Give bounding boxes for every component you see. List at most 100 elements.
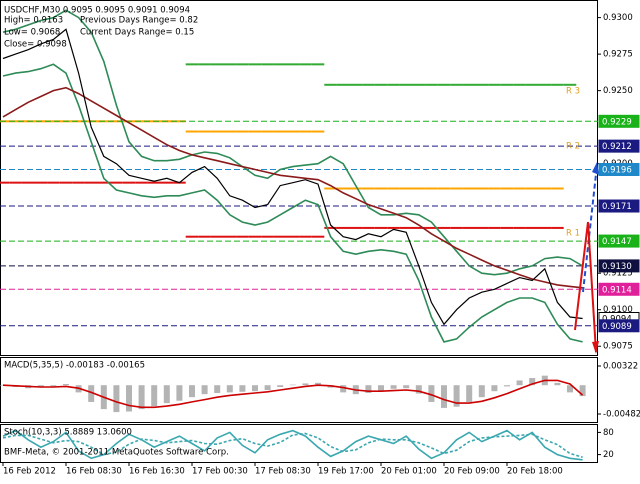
histogram-bar: [491, 385, 498, 392]
level-label: 0.9171: [602, 202, 632, 212]
level-label: 0.9229: [602, 117, 632, 127]
histogram-bar: [163, 385, 170, 404]
indicator-line: [2, 63, 583, 343]
text-layer: USDCHF,M30 0.9095 0.9095 0.9091 0.9094 0.…: [2, 6, 640, 477]
x-tick-label: 16 Feb 2012: [3, 467, 56, 477]
histogram-bar: [252, 385, 258, 392]
histogram-bar: [113, 385, 120, 413]
y-tick-label: -0.00482: [603, 410, 640, 420]
series-layer: [0, 9, 586, 461]
histogram-bar: [315, 382, 321, 386]
y-tick-label: 0.9125: [603, 269, 633, 279]
panel-title: Stoch(10,3,3) 5.8889 13.0600: [4, 428, 132, 438]
histogram-bar: [567, 385, 573, 393]
histogram-bar: [289, 384, 296, 386]
info-label: Low= 0.9068: [4, 28, 60, 38]
indicator-line: [2, 9, 584, 276]
level-label: 0.9130: [602, 262, 632, 272]
forecast-arrow-up: [582, 164, 598, 293]
histogram-bar: [415, 385, 422, 394]
level-box: [598, 163, 640, 177]
histogram-bar: [340, 385, 347, 393]
histogram-bar: [201, 385, 208, 395]
level-box: [598, 234, 640, 248]
info-label: Close= 0.9098: [4, 40, 67, 50]
y-tick-label: 0.9275: [603, 50, 633, 60]
histogram-bar: [579, 385, 586, 397]
histogram-bar: [516, 380, 523, 386]
histogram-bar: [403, 385, 410, 389]
level-box: [598, 259, 640, 273]
level-box: [598, 114, 640, 128]
histogram-bar: [277, 385, 284, 388]
x-tick-label: 20 Feb 09:00: [444, 467, 500, 477]
histogram-bar: [214, 385, 221, 393]
info-label: Previous Days Range= 0.82: [80, 16, 198, 26]
histogram-bar: [151, 385, 158, 407]
level-box: [598, 319, 640, 333]
arrow-head: [592, 341, 599, 354]
forecast-arrow-down: [574, 221, 597, 353]
level-label: 0.9196: [602, 166, 632, 176]
x-tick-label: 17 Feb 08:30: [255, 467, 311, 477]
level-box: [598, 139, 640, 153]
y-tick-label: 20: [603, 450, 614, 460]
x-tick-label: 20 Feb 18:00: [507, 467, 563, 477]
histogram-bar: [302, 383, 309, 386]
histogram-bar: [189, 385, 195, 398]
histogram-bar: [466, 385, 473, 402]
histogram-bar: [504, 385, 510, 387]
level-label: 0.9147: [602, 237, 632, 247]
level-label: 0.9089: [602, 322, 632, 332]
histogram-bar: [478, 385, 485, 398]
pivot-label: R 2: [566, 142, 580, 152]
histogram-bar: [428, 385, 435, 402]
y-tick-label: 0.9100: [603, 305, 633, 315]
level-label: 0.9212: [602, 142, 632, 152]
pivot-label: R 3: [566, 87, 580, 97]
histogram-bar: [138, 385, 145, 410]
indicator-line: [2, 432, 583, 458]
histogram-bar: [554, 382, 561, 386]
info-label: Current Days Range= 0.15: [80, 28, 194, 38]
level-label: 0.9114: [602, 285, 632, 295]
x-tick-label: 20 Feb 01:00: [381, 467, 437, 477]
indicator-line: [2, 86, 583, 289]
histogram-bar: [365, 385, 372, 393]
y-tick-label: 0.9300: [603, 13, 633, 23]
histogram-bar: [453, 385, 460, 407]
y-tick-label: 0.9075: [603, 342, 633, 352]
x-tick-label: 19 Feb 17:00: [318, 467, 374, 477]
histogram-bar: [50, 385, 57, 387]
histogram-bar: [226, 385, 233, 393]
histogram-bar: [264, 385, 271, 390]
level-box: [598, 199, 640, 213]
indicator-line: [2, 28, 583, 326]
histogram-bar: [126, 385, 132, 412]
main-panel-frame: [0, 0, 598, 356]
histogram-bar: [529, 378, 536, 386]
panel-title: MACD(5,35,5) -0.00183 -0.00165: [4, 361, 145, 371]
copyright: BMF-Meta, © 2001-2011 MetaQuotes Softwar…: [4, 448, 229, 458]
pivot-label: R 1: [566, 229, 580, 239]
info-label: High= 0.9163: [4, 16, 63, 26]
histogram-bar: [176, 385, 183, 401]
level-box: [598, 282, 640, 296]
stoch-panel-frame: [0, 424, 598, 463]
panel-title: USDCHF,M30 0.9095 0.9095 0.9091 0.9094: [4, 6, 190, 16]
indicator-line: [2, 379, 584, 409]
histogram-bar: [390, 385, 397, 389]
y-tick-label: 0.9250: [603, 86, 633, 96]
level-layer: [0, 120, 598, 327]
macd-panel-frame: [0, 357, 598, 423]
y-tick-label: 80: [603, 428, 614, 438]
histogram-bar: [88, 385, 95, 402]
histogram-bar: [239, 385, 246, 392]
x-tick-label: 16 Feb 16:30: [129, 467, 185, 477]
histogram-bar: [378, 385, 384, 392]
arrow-head: [592, 162, 599, 175]
histogram-bar: [63, 384, 69, 386]
y-tick-label: 0.00322: [603, 362, 638, 372]
